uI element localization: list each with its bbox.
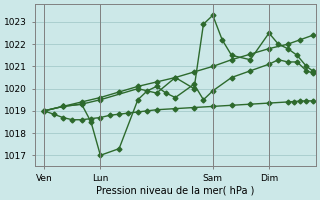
X-axis label: Pression niveau de la mer( hPa ): Pression niveau de la mer( hPa ) bbox=[96, 186, 254, 196]
